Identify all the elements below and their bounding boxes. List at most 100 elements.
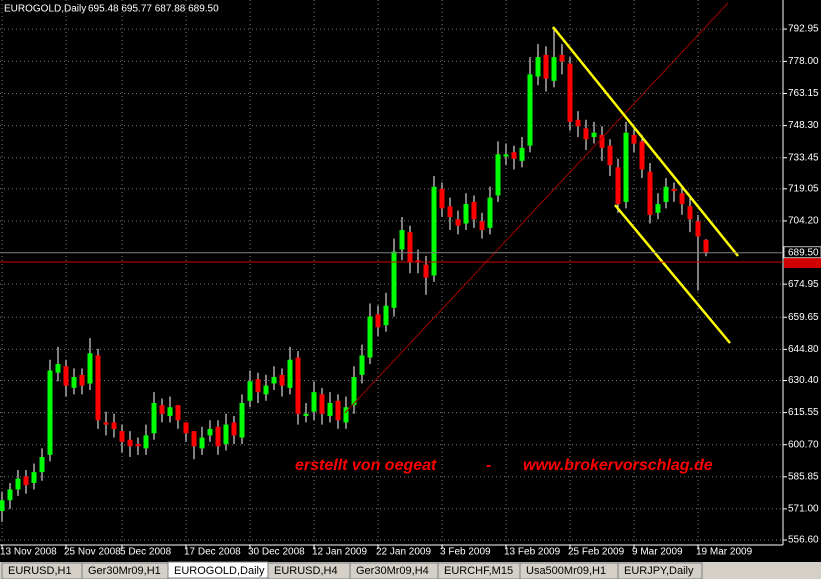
- candle-body: [215, 426, 221, 447]
- y-tick-label: 719.05: [788, 183, 819, 194]
- candle-body: [47, 370, 53, 455]
- candle-body: [103, 422, 109, 425]
- candle-body: [639, 141, 645, 170]
- y-tick-label: 704.20: [788, 216, 819, 227]
- x-tick-label: 13 Nov 2008: [0, 547, 57, 558]
- tab-label[interactable]: EURJPY,Daily: [624, 565, 694, 577]
- candle-body: [479, 221, 485, 231]
- candle-body: [127, 439, 133, 447]
- x-tick-label: 3 Feb 2009: [440, 547, 491, 558]
- tab-label[interactable]: EURUSD,H1: [8, 565, 72, 577]
- candle-body: [95, 355, 101, 421]
- tab[interactable]: EUROGOLD,Daily: [167, 561, 269, 579]
- candle-body: [23, 476, 29, 486]
- candle-body: [583, 128, 589, 140]
- candle-body: [623, 132, 629, 202]
- y-tick-label: 733.45: [788, 152, 819, 163]
- y-tick-label: 615.55: [788, 407, 819, 418]
- x-tick-label: 9 Mar 2009: [632, 547, 683, 558]
- candle-body: [287, 359, 293, 388]
- tab[interactable]: Ger30Mr09,H1: [81, 562, 169, 579]
- tab[interactable]: Ger30Mr09,H4: [349, 562, 439, 579]
- candle-body: [687, 206, 693, 220]
- candle-body: [423, 264, 429, 278]
- candle-body: [271, 377, 277, 384]
- candle-body: [511, 152, 517, 159]
- x-tick-label: 12 Jan 2009: [312, 547, 367, 558]
- candle-body: [183, 422, 189, 434]
- candle-body: [119, 431, 125, 442]
- x-tick-label: 17 Dec 2008: [184, 547, 241, 558]
- candle-body: [239, 402, 245, 438]
- y-tick-label: 778.00: [788, 56, 819, 67]
- tab-label[interactable]: Ger30Mr09,H4: [356, 565, 429, 577]
- y-tick-label: 763.15: [788, 88, 819, 99]
- symbol: EUROGOLD,Daily: [4, 4, 86, 15]
- candle-body: [327, 402, 333, 416]
- tab-label[interactable]: EUROGOLD,Daily: [174, 565, 265, 577]
- tab[interactable]: Usa500Mr09,H1: [519, 562, 619, 579]
- candle-body: [191, 431, 197, 447]
- candle-body: [607, 145, 613, 166]
- candle-body: [519, 147, 525, 161]
- candle-body: [231, 422, 237, 436]
- candle-body: [471, 201, 477, 220]
- candle-body: [263, 385, 269, 395]
- candle-body: [375, 314, 381, 328]
- tab[interactable]: EURUSD,H4: [267, 562, 351, 579]
- x-tick-label: 22 Jan 2009: [376, 547, 431, 558]
- level-marker: [784, 257, 821, 269]
- candle-body: [655, 204, 661, 213]
- quote: 695.48 695.77 687.88 689.50: [88, 4, 219, 15]
- candle-body: [591, 132, 597, 138]
- tab-label[interactable]: EURUSD,H4: [274, 565, 338, 577]
- candle-body: [679, 193, 685, 205]
- candle-body: [367, 316, 373, 358]
- candle-body: [415, 260, 421, 263]
- candle-body: [343, 407, 349, 423]
- candle-body: [567, 63, 573, 122]
- candle-body: [543, 54, 549, 79]
- candle-body: [247, 381, 253, 401]
- candle-body: [79, 374, 85, 386]
- watermark: -: [486, 457, 491, 474]
- tab-label[interactable]: Usa500Mr09,H1: [526, 565, 606, 577]
- tab[interactable]: EURJPY,Daily: [617, 562, 703, 579]
- candle-body: [495, 154, 501, 196]
- y-tick-label: 792.95: [788, 24, 819, 35]
- candle-body: [527, 74, 533, 146]
- candle-body: [359, 355, 365, 375]
- candle-body: [31, 472, 37, 483]
- tab-label[interactable]: EURCHF,M15: [444, 565, 513, 577]
- candle-body: [463, 204, 469, 224]
- candle-body: [575, 119, 581, 127]
- x-tick-label: 30 Dec 2008: [248, 547, 305, 558]
- y-tick-label: 644.80: [788, 344, 819, 355]
- candle-body: [279, 374, 285, 386]
- candle-body: [551, 57, 557, 81]
- candle-body: [631, 134, 637, 144]
- candle-body: [167, 407, 173, 416]
- bid-box: [783, 246, 821, 259]
- candle-body: [447, 206, 453, 218]
- candle-body: [503, 154, 509, 157]
- x-tick-label: 19 Mar 2009: [696, 547, 753, 558]
- y-tick-label: 585.85: [788, 471, 819, 482]
- tab-label[interactable]: Ger30Mr09,H1: [88, 565, 161, 577]
- x-tick-label: 5 Dec 2008: [120, 547, 172, 558]
- candle-body: [295, 357, 301, 414]
- candle-body: [383, 305, 389, 326]
- channel-lower: [614, 204, 731, 344]
- candle-body: [135, 444, 141, 447]
- candle-body: [39, 457, 45, 473]
- channel-upper: [552, 26, 739, 257]
- candle-body: [431, 186, 437, 276]
- candle-body: [255, 379, 261, 393]
- tab[interactable]: EURUSD,H1: [1, 562, 83, 579]
- candle-body: [63, 366, 69, 386]
- y-tick-label: 630.40: [788, 375, 819, 386]
- candle-body: [335, 400, 341, 421]
- candle-body: [199, 437, 205, 449]
- tab[interactable]: EURCHF,M15: [437, 562, 521, 579]
